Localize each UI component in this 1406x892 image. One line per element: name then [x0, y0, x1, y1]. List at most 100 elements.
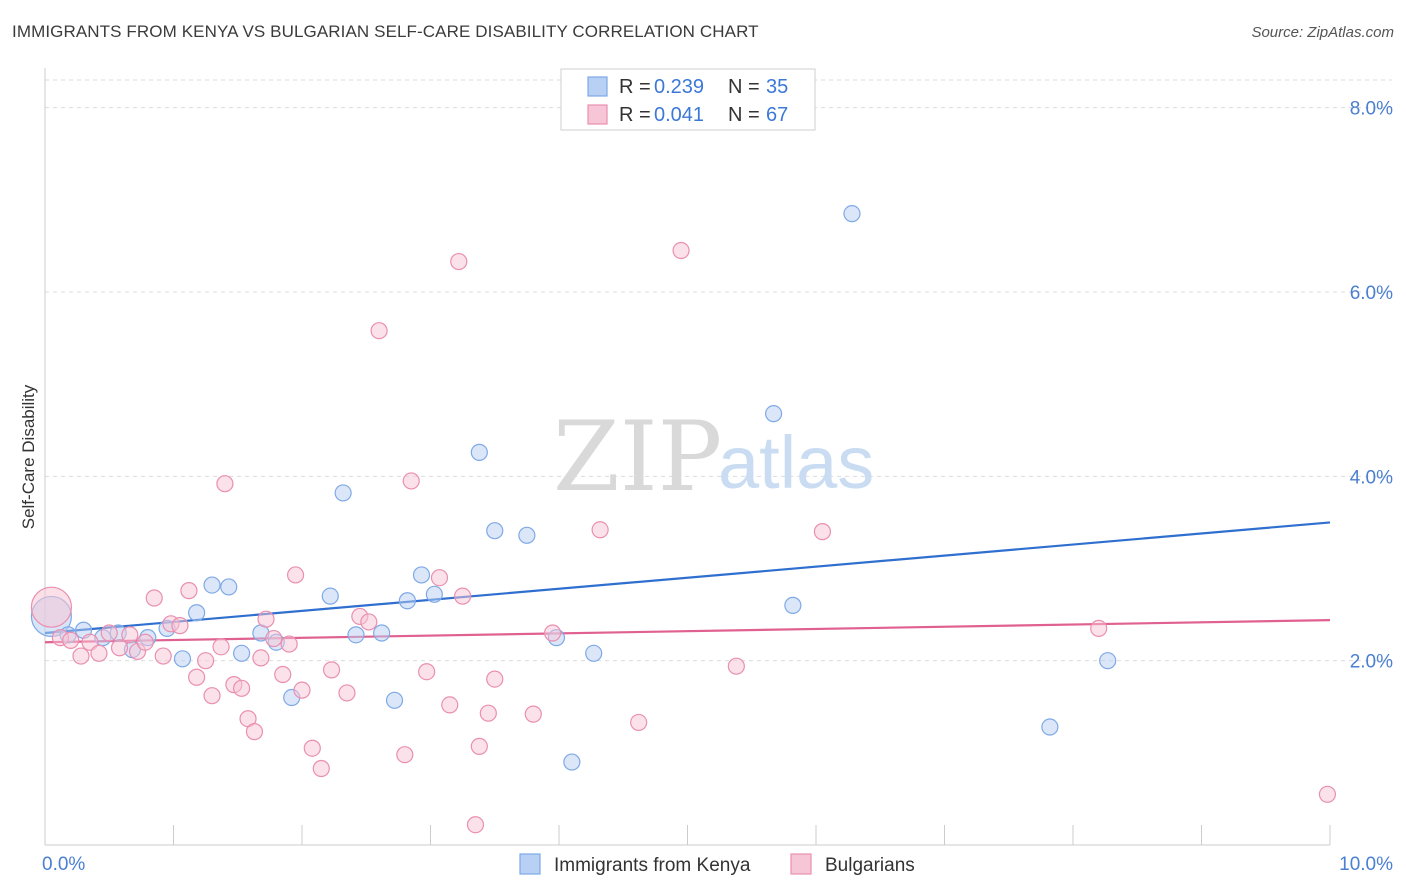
- kenya-point: [1099, 652, 1117, 670]
- x-tick-label: 10.0%: [1339, 854, 1393, 875]
- bulgarian-point: [90, 644, 108, 662]
- bulgarian-point: [450, 252, 468, 271]
- bulgarian-point: [110, 639, 129, 657]
- bulgarian-point: [100, 624, 118, 642]
- legend-n-value: 67: [766, 104, 788, 126]
- bottom-legend-label: Bulgarians: [825, 855, 915, 876]
- bulgarian-point: [197, 652, 215, 670]
- bulgarian-point: [154, 647, 172, 665]
- x-tick-labels: 0.0% 10.0%: [42, 854, 1393, 875]
- source-label: Source: ZipAtlas.com: [1251, 24, 1394, 41]
- bulgarian-point: [216, 475, 234, 493]
- y-tick-label: 8.0%: [1350, 99, 1393, 120]
- kenya-point: [321, 587, 339, 605]
- x-tick-label: 0.0%: [42, 854, 85, 875]
- bulgarian-point: [524, 705, 542, 723]
- legend-r-value: 0.041: [654, 104, 704, 126]
- bulgarian-point: [293, 681, 311, 699]
- kenya-point: [398, 592, 416, 610]
- bulgarian-point: [274, 665, 292, 684]
- bulgarian-point: [454, 587, 472, 605]
- bulgarian-point: [370, 322, 388, 340]
- bulgarian-point: [72, 647, 90, 665]
- legend-n-value: 35: [766, 76, 788, 98]
- bulgarian-point: [402, 472, 420, 490]
- legend-r-label: R =: [619, 76, 651, 98]
- bulgarian-point: [338, 684, 356, 702]
- bulgarian-point: [322, 661, 341, 679]
- bottom-legend: Immigrants from Kenya Bulgarians: [519, 853, 915, 876]
- bulgarian-point: [171, 617, 189, 635]
- axes: [44, 68, 1331, 846]
- y-tick-label: 2.0%: [1350, 652, 1393, 673]
- bottom-legend-swatch: [790, 853, 812, 875]
- watermark: ZIP atlas: [553, 401, 874, 513]
- bulgarian-point: [312, 759, 330, 778]
- bulgarian-point: [30, 586, 73, 628]
- bulgarian-point: [1318, 785, 1337, 803]
- bulgarian-point: [486, 670, 504, 688]
- bulgarian-point: [81, 633, 99, 651]
- bulgarian-point: [479, 704, 497, 722]
- kenya-point: [220, 578, 238, 596]
- bottom-legend-label: Immigrants from Kenya: [554, 855, 751, 876]
- bulgarian-point: [672, 241, 690, 260]
- legend-n-label: N =: [728, 104, 760, 126]
- bulgarian-point: [441, 696, 459, 714]
- bulgarian-point: [466, 816, 485, 834]
- trend-lines: [44, 521, 1331, 644]
- bulgarian-point: [188, 668, 206, 686]
- bulgarian-point: [62, 631, 80, 649]
- kenya-point: [188, 604, 206, 622]
- kenya-trend-line: [44, 521, 1331, 635]
- bulgarian-point: [280, 635, 298, 653]
- watermark-atlas: atlas: [718, 421, 874, 504]
- bottom-legend-swatch: [519, 853, 541, 875]
- legend-swatch: [587, 76, 608, 97]
- y-tick-label: 4.0%: [1350, 467, 1393, 488]
- bulgarian-point: [203, 687, 221, 705]
- bulgarian-point: [303, 739, 321, 757]
- kenya-point: [233, 644, 251, 662]
- bulgarian-point: [252, 649, 270, 667]
- kenya-point: [470, 443, 488, 461]
- chart-title: IMMIGRANTS FROM KENYA VS BULGARIAN SELF-…: [12, 22, 759, 41]
- kenya-point: [173, 650, 192, 668]
- kenya-point: [425, 585, 443, 603]
- watermark-zip: ZIP: [553, 401, 722, 513]
- kenya-point: [1041, 718, 1059, 736]
- legend-swatch: [587, 104, 608, 125]
- bulgarian-point: [727, 657, 745, 675]
- kenya-point: [385, 691, 404, 709]
- bulgarian-point: [265, 629, 283, 648]
- bulgarian-point: [430, 569, 449, 587]
- bulgarian-point: [180, 582, 198, 600]
- bulgarian-point: [286, 566, 305, 584]
- kenya-point: [585, 644, 603, 662]
- legend-r-label: R =: [619, 104, 651, 126]
- kenya-point: [563, 753, 581, 771]
- bulgarian-point: [1090, 619, 1108, 638]
- kenya-point: [347, 626, 365, 644]
- bulgarian-point: [245, 723, 264, 741]
- bulgarian-point: [396, 746, 414, 764]
- bulgarian-point: [121, 626, 139, 644]
- kenya-point: [334, 484, 352, 502]
- kenya-point: [412, 566, 431, 584]
- bulgarian-point: [145, 589, 163, 607]
- data-points: [30, 205, 1337, 834]
- kenya-point: [784, 596, 802, 614]
- bulgarian-point: [360, 613, 378, 631]
- grid-lines: [45, 79, 1392, 662]
- kenya-point: [764, 405, 783, 423]
- legend: R = 0.239 N = 35 R = 0.041 N = 67: [560, 68, 816, 131]
- kenya-point: [203, 576, 221, 594]
- y-axis-label: Self-Care Disability: [19, 384, 38, 529]
- bulgarian-point: [543, 624, 562, 642]
- kenya-point: [518, 526, 536, 544]
- bulgarian-point: [257, 610, 275, 628]
- bulgarian-point: [212, 638, 230, 656]
- bulgarian-trend-line: [44, 619, 1331, 644]
- bulgarian-point: [136, 633, 154, 651]
